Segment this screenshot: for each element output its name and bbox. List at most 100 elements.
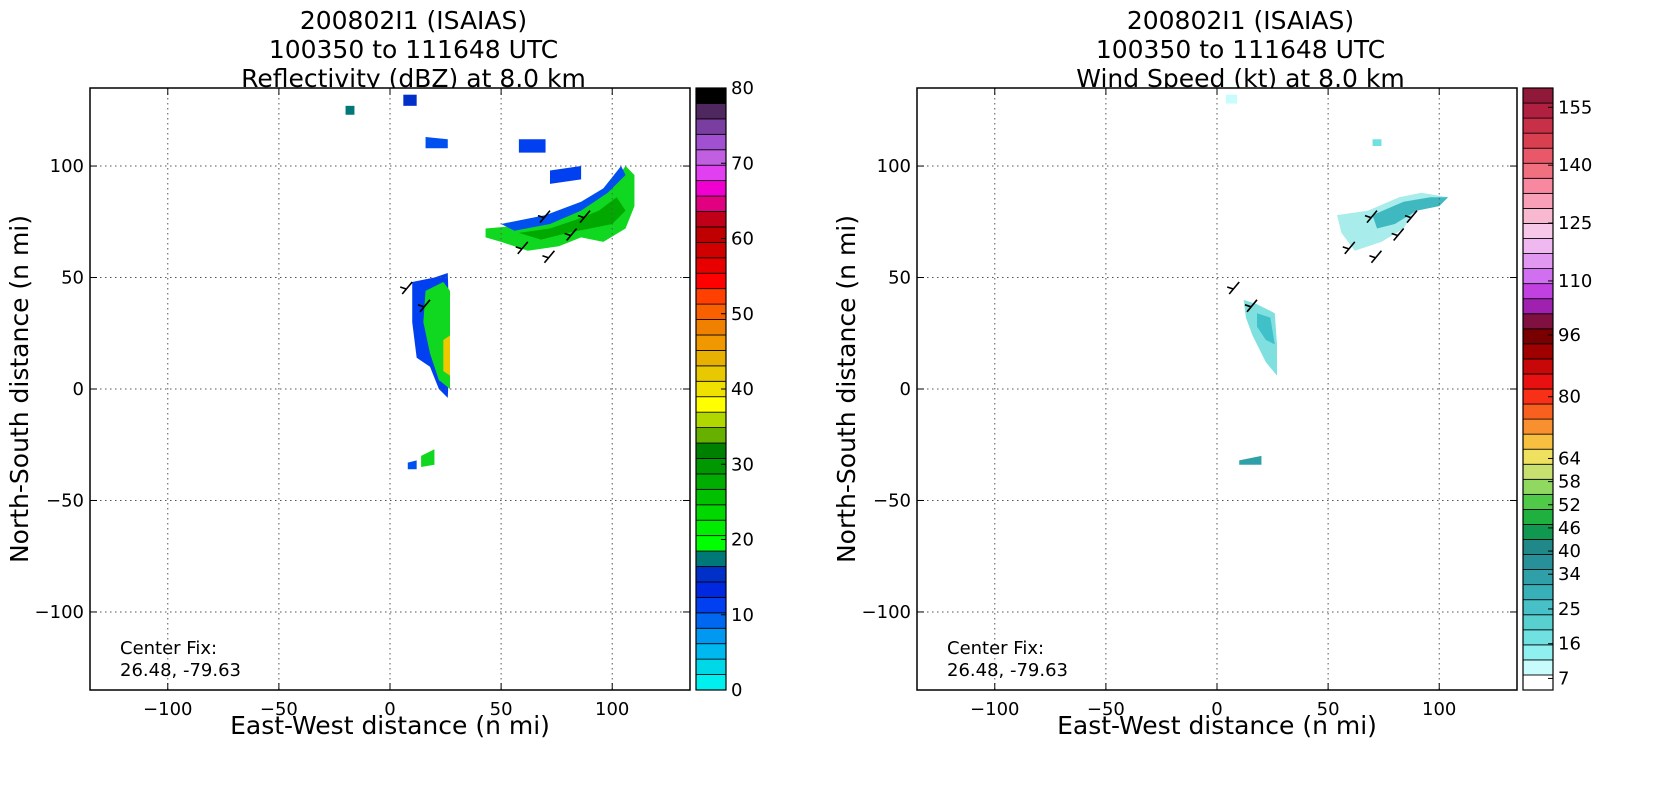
- colorbar-swatch: [695, 473, 727, 490]
- colorbar-swatch: [1522, 599, 1554, 616]
- colorbar-swatch: [1522, 373, 1554, 390]
- y-tick-label: −50: [46, 490, 84, 511]
- colorbar-swatch: [695, 365, 727, 382]
- x-tick-label: 50: [1317, 699, 1340, 720]
- colorbar-swatch: [1522, 418, 1554, 435]
- colorbar-tick-label: 16: [1558, 634, 1581, 655]
- colorbar-swatch: [1522, 298, 1554, 315]
- colorbar-tick-label: 7: [1558, 668, 1569, 689]
- echo-layer: [345, 94, 635, 470]
- y-tick-label: 100: [50, 156, 84, 177]
- echo-region: [345, 105, 355, 115]
- colorbar-tick-label: 40: [1558, 541, 1581, 562]
- wind-barb: [1391, 227, 1405, 241]
- echo-region: [485, 166, 635, 251]
- echo-region: [518, 197, 626, 240]
- y-tick-label: −100: [862, 602, 911, 623]
- center-fix-annotation: Center Fix:: [947, 638, 1044, 659]
- colorbar-tick-label: 46: [1558, 518, 1581, 539]
- colorbar-swatch: [1522, 207, 1554, 224]
- x-tick-label: 0: [384, 699, 395, 720]
- wind-barbs: [1226, 210, 1418, 313]
- colorbar-swatch: [695, 133, 727, 151]
- echo-region: [403, 94, 417, 106]
- wind-barb: [1404, 210, 1418, 224]
- colorbar: 0 10 20 30 40 50 60 70 80: [695, 78, 754, 701]
- colorbar-tick-label: 60: [731, 229, 754, 250]
- colorbar-swatch: [1522, 238, 1554, 254]
- colorbar-swatch: [1522, 328, 1554, 345]
- echo-region: [1225, 94, 1237, 104]
- chart-title: 200802I1 (ISAIAS) 100350 to 111648 UTC W…: [827, 6, 1654, 93]
- colorbar-swatch: [1522, 117, 1554, 134]
- center-fix-annotation: 26.48, -79.63: [120, 660, 241, 681]
- colorbar-swatch: [1522, 313, 1554, 330]
- center-fix-annotation: Center Fix:: [120, 638, 217, 659]
- colorbar-swatch: [695, 519, 727, 537]
- echo-region: [443, 335, 450, 376]
- wind-barb: [515, 241, 529, 255]
- y-tick-label: 50: [888, 268, 911, 289]
- colorbar-swatch: [1522, 569, 1554, 586]
- x-tick-label: 0: [1211, 699, 1222, 720]
- wind-barb: [1226, 281, 1240, 295]
- x-tick-label: 100: [595, 699, 629, 720]
- wind-barb: [577, 210, 591, 224]
- colorbar-swatch: [1522, 87, 1554, 104]
- echo-region: [1372, 197, 1449, 229]
- colorbar-swatch: [695, 674, 727, 691]
- colorbar-swatch: [695, 596, 727, 614]
- wind-barb: [1342, 241, 1356, 255]
- colorbar-swatch: [1522, 343, 1554, 360]
- colorbar-tick-label: 155: [1558, 97, 1592, 118]
- x-tick-label: −50: [260, 699, 298, 720]
- colorbar-frame: [1522, 87, 1554, 691]
- echo-region: [1239, 455, 1262, 465]
- echo-region: [1372, 139, 1382, 146]
- colorbar-swatch: [695, 627, 727, 645]
- colorbar-swatch: [1522, 539, 1554, 555]
- y-axis-label: North-South distance (n mi): [5, 215, 34, 563]
- wind-barb: [417, 299, 431, 313]
- echo-region: [421, 449, 435, 468]
- colorbar-tick-label: 80: [731, 78, 754, 99]
- title-line-1: 200802I1 (ISAIAS): [1126, 6, 1355, 35]
- y-tick-label: 100: [877, 156, 911, 177]
- grid: [917, 88, 1517, 690]
- echo-region: [501, 166, 626, 231]
- echo-region: [425, 137, 448, 149]
- colorbar-tick-label: 140: [1558, 155, 1592, 176]
- colorbar-swatch: [695, 118, 727, 135]
- colorbar-swatch: [695, 427, 727, 444]
- colorbar-swatch: [1522, 448, 1554, 465]
- colorbar-swatch: [1522, 508, 1554, 525]
- title-line-2: 100350 to 111648 UTC: [268, 35, 559, 64]
- colorbar-swatch: [695, 195, 727, 212]
- colorbar-swatch: [1522, 102, 1554, 119]
- colorbar-swatch: [1522, 358, 1554, 375]
- x-tick-label: −100: [970, 699, 1019, 720]
- x-tick-label: −100: [143, 699, 192, 720]
- wind-speed-chart: −100 −50 0 50 100 −100 −50 0 50 100 East-West dist…: [832, 87, 1592, 740]
- colorbar-swatch: [695, 319, 727, 336]
- wind-barb: [1244, 299, 1258, 313]
- colorbar-swatch: [695, 396, 727, 413]
- wind-barb: [537, 210, 551, 224]
- colorbar-swatch: [1522, 554, 1554, 570]
- colorbar-swatch: [1522, 223, 1554, 239]
- colorbar-swatch: [1522, 674, 1554, 691]
- colorbar-swatch: [695, 658, 727, 675]
- x-tick-label: 100: [1422, 699, 1456, 720]
- colorbar-swatch: [695, 334, 727, 351]
- colorbar-tick-label: 70: [731, 153, 754, 174]
- echo-layer: [1225, 94, 1449, 465]
- y-axis-label: North-South distance (n mi): [832, 215, 861, 563]
- colorbar-tick-label: 0: [731, 680, 742, 701]
- colorbar-swatch: [1522, 433, 1554, 450]
- colorbar-swatch: [1522, 147, 1554, 164]
- colorbar-tick-label: 10: [731, 605, 754, 626]
- colorbar-swatch: [695, 288, 727, 305]
- y-tick-label: 50: [61, 268, 84, 289]
